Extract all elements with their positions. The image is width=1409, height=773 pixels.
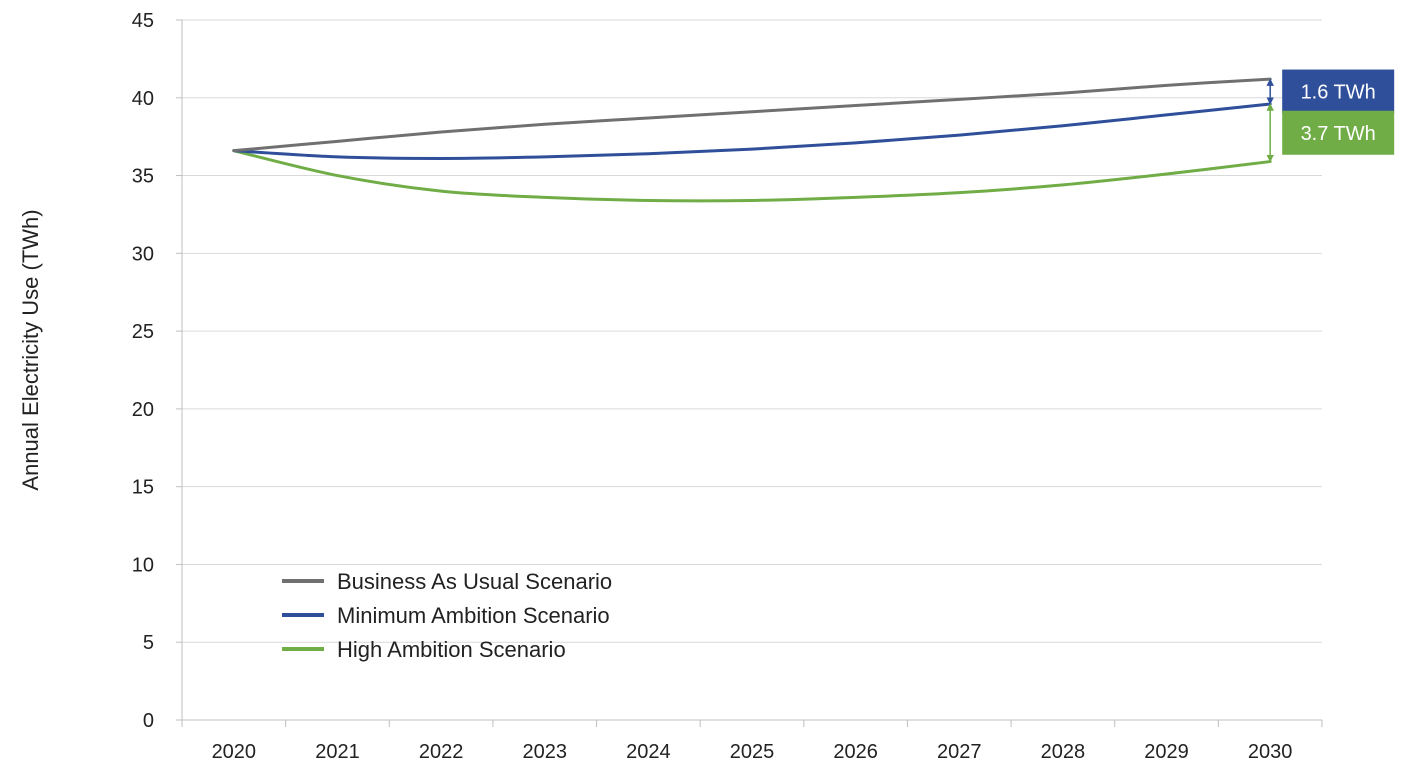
y-tick-label: 30 bbox=[132, 243, 154, 265]
x-tick-label: 2022 bbox=[419, 741, 464, 763]
grid-layer bbox=[182, 19, 1322, 643]
x-tick-label: 2030 bbox=[1248, 741, 1293, 763]
legend-label: Business As Usual Scenario bbox=[337, 569, 612, 594]
legend-label: Minimum Ambition Scenario bbox=[337, 603, 610, 628]
y-tick-label: 10 bbox=[132, 554, 154, 576]
y-tick-label: 15 bbox=[132, 477, 154, 499]
series-line-high-ambition-scenario bbox=[232, 149, 1272, 203]
x-tick-label: 2027 bbox=[937, 741, 982, 763]
series-line-minimum-ambition-scenario bbox=[232, 102, 1272, 160]
annotation-box bbox=[1282, 110, 1395, 155]
annotation-label: 1.6 TWh bbox=[1301, 82, 1376, 104]
y-tick-label: 5 bbox=[143, 632, 154, 654]
x-tick-label: 2028 bbox=[1041, 741, 1086, 763]
series-layer bbox=[232, 77, 1272, 203]
x-tick-label: 2023 bbox=[522, 741, 567, 763]
x-tick-label: 2021 bbox=[315, 741, 360, 763]
legend: Business As Usual Scenario Minimum Ambiti… bbox=[282, 569, 612, 662]
y-tick-label: 40 bbox=[132, 88, 154, 110]
annotation-label: 3.7 TWh bbox=[1301, 123, 1376, 145]
y-tick-label: 0 bbox=[143, 710, 154, 732]
x-tick-label: 2020 bbox=[212, 741, 257, 763]
y-tick-label: 25 bbox=[132, 321, 154, 343]
y-axis-title: Annual Electricity Use (TWh) bbox=[18, 209, 43, 490]
y-tick-label: 45 bbox=[132, 10, 154, 32]
y-tick-label: 20 bbox=[132, 399, 154, 421]
series-line-business-as-usual-scenario bbox=[232, 77, 1272, 153]
x-tick-label: 2025 bbox=[730, 741, 775, 763]
annotation-box bbox=[1282, 69, 1395, 114]
legend-label: High Ambition Scenario bbox=[337, 637, 566, 662]
x-tick-label: 2029 bbox=[1144, 741, 1189, 763]
x-tick-label: 2024 bbox=[626, 741, 671, 763]
y-tick-label: 35 bbox=[132, 166, 154, 188]
annotation-layer: 1.6 TWh 3.7 TWh bbox=[1266, 69, 1395, 163]
x-tick-label: 2026 bbox=[833, 741, 878, 763]
